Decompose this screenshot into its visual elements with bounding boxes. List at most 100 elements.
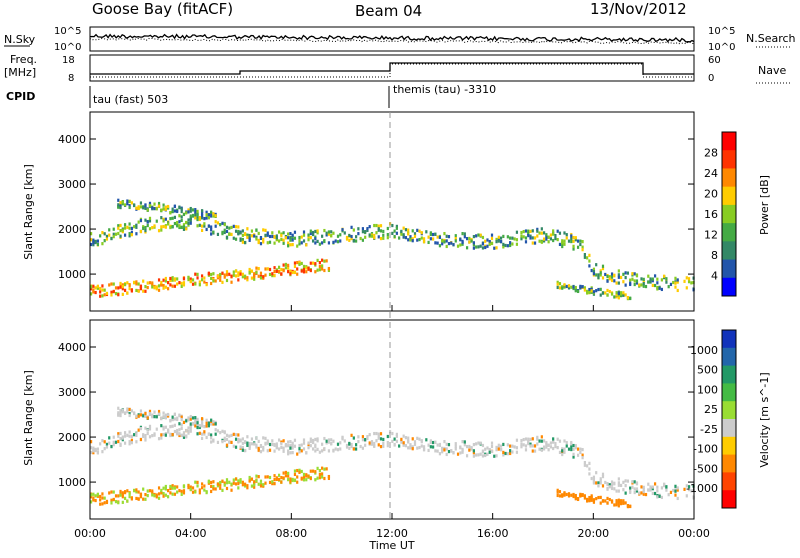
velocity-cell <box>148 412 152 416</box>
velocity-cell <box>583 463 586 467</box>
velocity-cell <box>180 423 183 427</box>
velocity-cell <box>182 433 186 437</box>
velocity-cell <box>230 440 233 444</box>
velocity-cell <box>157 486 161 490</box>
velocity-cell <box>92 446 95 450</box>
velocity-cell <box>321 466 324 470</box>
power-cell <box>647 274 650 278</box>
velocity-cell <box>259 484 263 488</box>
velocity-cell <box>128 434 131 438</box>
power-cell <box>515 230 519 234</box>
power-cell <box>180 218 183 222</box>
power-cell <box>334 239 337 243</box>
velocity-cell <box>470 447 473 451</box>
power-cell <box>214 214 217 218</box>
velocity-cell <box>339 441 342 445</box>
velocity-cell <box>162 486 165 490</box>
velocity-cell <box>117 413 120 417</box>
power-cell <box>273 270 276 274</box>
velocity-cell <box>94 498 97 503</box>
velocity-cell <box>139 426 143 431</box>
power-cell <box>280 272 283 276</box>
velocity-cell <box>540 439 543 443</box>
power-cell <box>130 201 133 205</box>
velocity-cell <box>536 437 539 441</box>
power-cell <box>90 292 93 296</box>
power-cell <box>162 286 165 290</box>
velocity-cell <box>318 476 321 480</box>
velocity-cell <box>196 432 199 436</box>
power-cell <box>432 232 435 237</box>
power-cell <box>364 235 367 239</box>
velocity-cell <box>123 434 127 438</box>
power-cell <box>164 225 167 229</box>
velocity-cell <box>581 453 584 457</box>
power-colorbar-swatch <box>722 277 736 297</box>
velocity-cell <box>99 498 102 502</box>
power-cell <box>343 231 346 235</box>
power-cell <box>552 229 555 233</box>
velocity-cell <box>558 439 562 443</box>
power-cell <box>287 266 290 270</box>
velocity-cell <box>266 439 269 443</box>
velocity-cell <box>481 450 485 454</box>
power-cell <box>205 227 208 232</box>
power-cell <box>325 231 328 235</box>
velocity-cell <box>495 448 498 452</box>
power-cell <box>441 242 444 246</box>
velocity-cell <box>144 492 147 497</box>
power-colorbar-tick: 24 <box>704 167 718 180</box>
power-cell <box>599 287 602 291</box>
power-cell <box>96 284 99 288</box>
velocity-cell <box>173 429 177 434</box>
velocity-cell <box>552 446 555 451</box>
velocity-cell <box>92 451 95 455</box>
power-cell <box>647 280 650 284</box>
velocity-cell <box>121 493 124 497</box>
power-cell <box>180 209 183 214</box>
power-cell <box>142 225 145 229</box>
power-cell <box>407 238 410 242</box>
power-cell <box>314 262 317 266</box>
velocity-cell <box>137 490 140 494</box>
velocity-cell <box>617 481 620 485</box>
velocity-cell <box>321 472 324 476</box>
power-cell <box>228 272 231 276</box>
power-cell <box>302 239 306 243</box>
velocity-cell <box>601 484 605 488</box>
velocity-cell <box>146 431 149 436</box>
velocity-cell <box>606 496 609 501</box>
velocity-cell <box>386 444 389 448</box>
velocity-cell <box>234 437 238 441</box>
power-cell <box>364 230 367 234</box>
power-cell <box>182 225 186 229</box>
power-cell <box>311 230 315 235</box>
power-cell <box>377 235 380 239</box>
power-cell <box>176 277 179 281</box>
velocity-cell <box>119 436 122 441</box>
power-cell <box>321 234 324 238</box>
power-cell <box>506 244 509 248</box>
velocity-cell <box>203 484 206 488</box>
velocity-cell <box>588 467 591 471</box>
velocity-cell <box>176 417 179 422</box>
power-cell <box>321 264 324 268</box>
velocity-cell <box>153 410 156 414</box>
velocity-cell <box>151 493 154 497</box>
velocity-cell <box>221 429 224 433</box>
power-cell <box>454 239 457 243</box>
power-cell <box>617 273 620 277</box>
velocity-cell <box>454 442 457 446</box>
power-colorbar-swatch <box>722 259 736 279</box>
power-cell <box>395 226 398 230</box>
power-cell <box>561 241 564 245</box>
power-cell <box>237 273 240 278</box>
power-cell <box>325 259 328 263</box>
power-cell <box>556 285 559 290</box>
power-cell <box>572 239 575 243</box>
velocity-cell <box>123 411 127 415</box>
velocity-cell <box>352 447 355 451</box>
power-cell <box>253 234 256 238</box>
power-cell <box>590 268 593 273</box>
velocity-cell <box>576 497 580 502</box>
